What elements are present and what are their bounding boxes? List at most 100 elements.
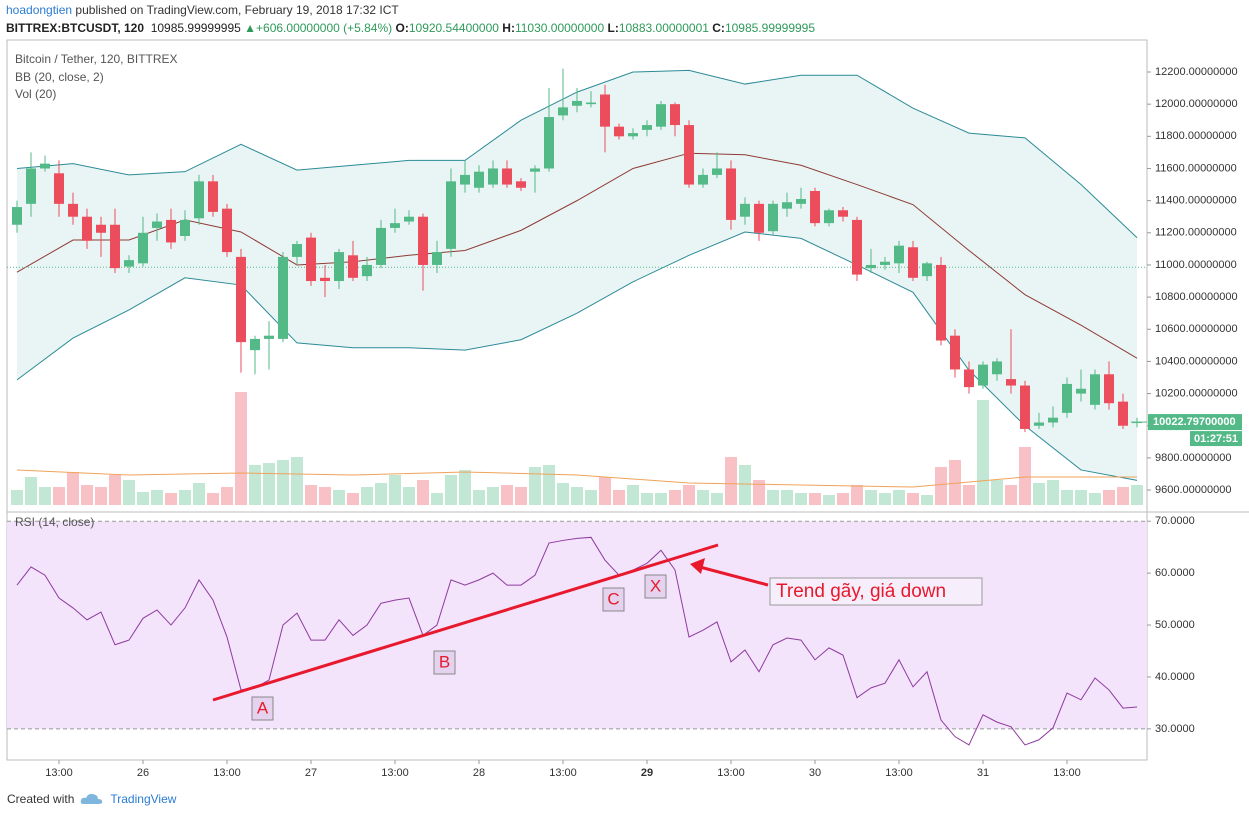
x-tick-label: 13:00: [213, 767, 241, 779]
volume-bar: [347, 493, 359, 505]
volume-bar: [1131, 485, 1143, 505]
volume-bar: [235, 392, 247, 505]
candle-body: [922, 263, 932, 277]
annotation-box: [644, 574, 667, 599]
candle-body: [852, 219, 862, 275]
candle-body: [712, 168, 722, 175]
legend-entry: BB (20, close, 2): [15, 70, 104, 84]
volume-bar: [291, 457, 303, 505]
ohlc-key: L:: [607, 21, 619, 35]
rsi-line: [16, 536, 1138, 746]
y-tick-label: 10200.00000000: [1155, 387, 1238, 399]
brand[interactable]: TradingView: [110, 792, 177, 806]
volume-bar: [935, 467, 947, 505]
y-tick-label: 40.0000: [1155, 671, 1195, 683]
x-tick-label: 13:00: [1053, 767, 1081, 779]
candle-body: [586, 102, 596, 105]
candle-body: [96, 224, 106, 233]
annotation-box: [433, 650, 456, 675]
candle-body: [390, 223, 400, 228]
volume-bar: [921, 495, 933, 505]
candle-body: [138, 232, 148, 264]
y-tick-label: 11000.00000000: [1155, 259, 1237, 271]
volume-bar: [263, 463, 275, 505]
annotation-label: B: [439, 652, 450, 671]
candle-body: [222, 208, 232, 253]
candle-body: [628, 133, 638, 137]
annotation-box: [251, 696, 274, 721]
band-fill: [17, 70, 1137, 481]
candle-body: [516, 181, 526, 188]
candle-body: [1118, 401, 1128, 426]
countdown: 01:27:51: [1194, 433, 1238, 445]
author[interactable]: hoadongtien: [6, 3, 73, 17]
volume-bar: [613, 490, 625, 505]
y-tick-label: 9800.00000000: [1155, 452, 1231, 464]
candle-body: [698, 174, 708, 185]
candle-body: [880, 261, 890, 265]
volume-bar: [207, 493, 219, 505]
created-with: Created with: [7, 792, 75, 806]
candle-body: [936, 264, 946, 341]
volume-bar: [599, 477, 611, 505]
candle-body: [194, 181, 204, 219]
candle-body: [726, 168, 736, 220]
candle-body: [334, 252, 344, 282]
volume-bar: [1033, 483, 1045, 505]
ohlc-value: 11030.00000000: [514, 21, 605, 35]
volume-bar: [683, 485, 695, 505]
candle-body: [964, 369, 974, 388]
candle-body: [362, 264, 372, 277]
volume-bar: [711, 493, 723, 505]
candle-body: [614, 126, 624, 137]
candle-body: [68, 203, 78, 217]
volume-bar: [767, 490, 779, 505]
candle-body: [418, 216, 428, 265]
x-tick-label: 13:00: [885, 767, 913, 779]
candle-body: [54, 173, 64, 204]
volume-bar: [305, 485, 317, 505]
candle-body: [1034, 422, 1044, 426]
candle-body: [796, 199, 806, 204]
candle-body: [376, 227, 386, 265]
candle-body: [866, 264, 876, 269]
volume-bar: [67, 472, 79, 505]
volume-bar: [53, 487, 65, 505]
annotation-label: A: [257, 698, 269, 717]
last: 10985.99999995: [150, 21, 241, 35]
volume-bar: [669, 490, 681, 505]
candle-body: [824, 210, 834, 224]
ohlc-key: O:: [395, 21, 409, 35]
volume-bar: [907, 493, 919, 505]
change: +606.00000000 (+5.84%): [256, 21, 393, 35]
x-tick-label: 13:00: [45, 767, 73, 779]
volume-bar: [949, 460, 961, 505]
volume-bar: [795, 493, 807, 505]
symbol: BITTREX:BTCUSDT, 120: [6, 21, 145, 35]
ohlc-value: 10920.54400000: [408, 21, 499, 35]
candle-body: [446, 181, 456, 249]
y-tick-label: 70.0000: [1155, 515, 1195, 527]
volume-bar: [81, 485, 93, 505]
volume-bar: [1103, 490, 1115, 505]
y-tick-label: 10800.00000000: [1155, 291, 1238, 303]
annotation-box: [602, 587, 625, 612]
volume-bar: [1075, 490, 1087, 505]
candle-body: [600, 94, 610, 127]
candle-body: [684, 125, 694, 185]
candle-body: [166, 219, 176, 243]
volume-bar: [753, 480, 765, 505]
volume-bar: [501, 485, 513, 505]
volume-bar: [179, 490, 191, 505]
last-price-label: 10022.79700000: [1153, 416, 1236, 428]
callout: Trend gãy, giá down: [776, 581, 946, 602]
candle-body: [40, 163, 50, 169]
volume-bar: [25, 477, 37, 505]
y-tick-label: 12200.00000000: [1155, 66, 1238, 78]
candle-body: [124, 260, 134, 267]
x-tick-label: 30: [809, 767, 821, 779]
y-tick-label: 11200.00000000: [1155, 227, 1237, 239]
arrow-shaft: [695, 564, 769, 587]
volume-bar: [557, 483, 569, 505]
